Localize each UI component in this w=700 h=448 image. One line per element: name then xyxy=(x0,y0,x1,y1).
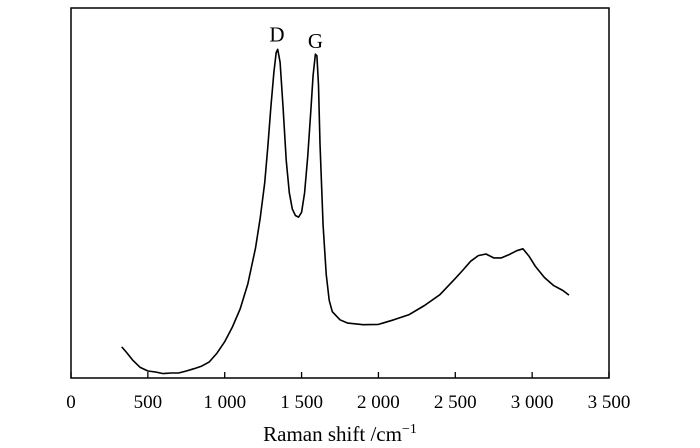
x-tick-label: 3 000 xyxy=(511,392,554,413)
x-tick-label: 500 xyxy=(134,392,163,413)
x-tick-label: 3 500 xyxy=(588,392,631,413)
peak-label-g: G xyxy=(308,29,323,53)
x-tick-label: 2 500 xyxy=(434,392,477,413)
peak-label-d: D xyxy=(269,22,284,46)
x-tick-label: 2 000 xyxy=(357,392,400,413)
x-tick-label: 0 xyxy=(66,392,76,413)
plot-frame xyxy=(70,7,610,379)
x-axis-title-text: Raman shift /cm xyxy=(263,422,402,446)
x-axis-title-superscript: −1 xyxy=(402,422,417,437)
x-axis-tick-labels: 0 500 1 000 1 500 2 000 2 500 3 000 3 500 xyxy=(66,392,630,413)
series-line xyxy=(121,48,570,375)
x-axis-title: Raman shift /cm−1 xyxy=(263,422,417,446)
x-axis-ticks xyxy=(70,372,610,378)
x-tick-label: 1 500 xyxy=(280,392,323,413)
x-tick-label: 1 000 xyxy=(203,392,246,413)
